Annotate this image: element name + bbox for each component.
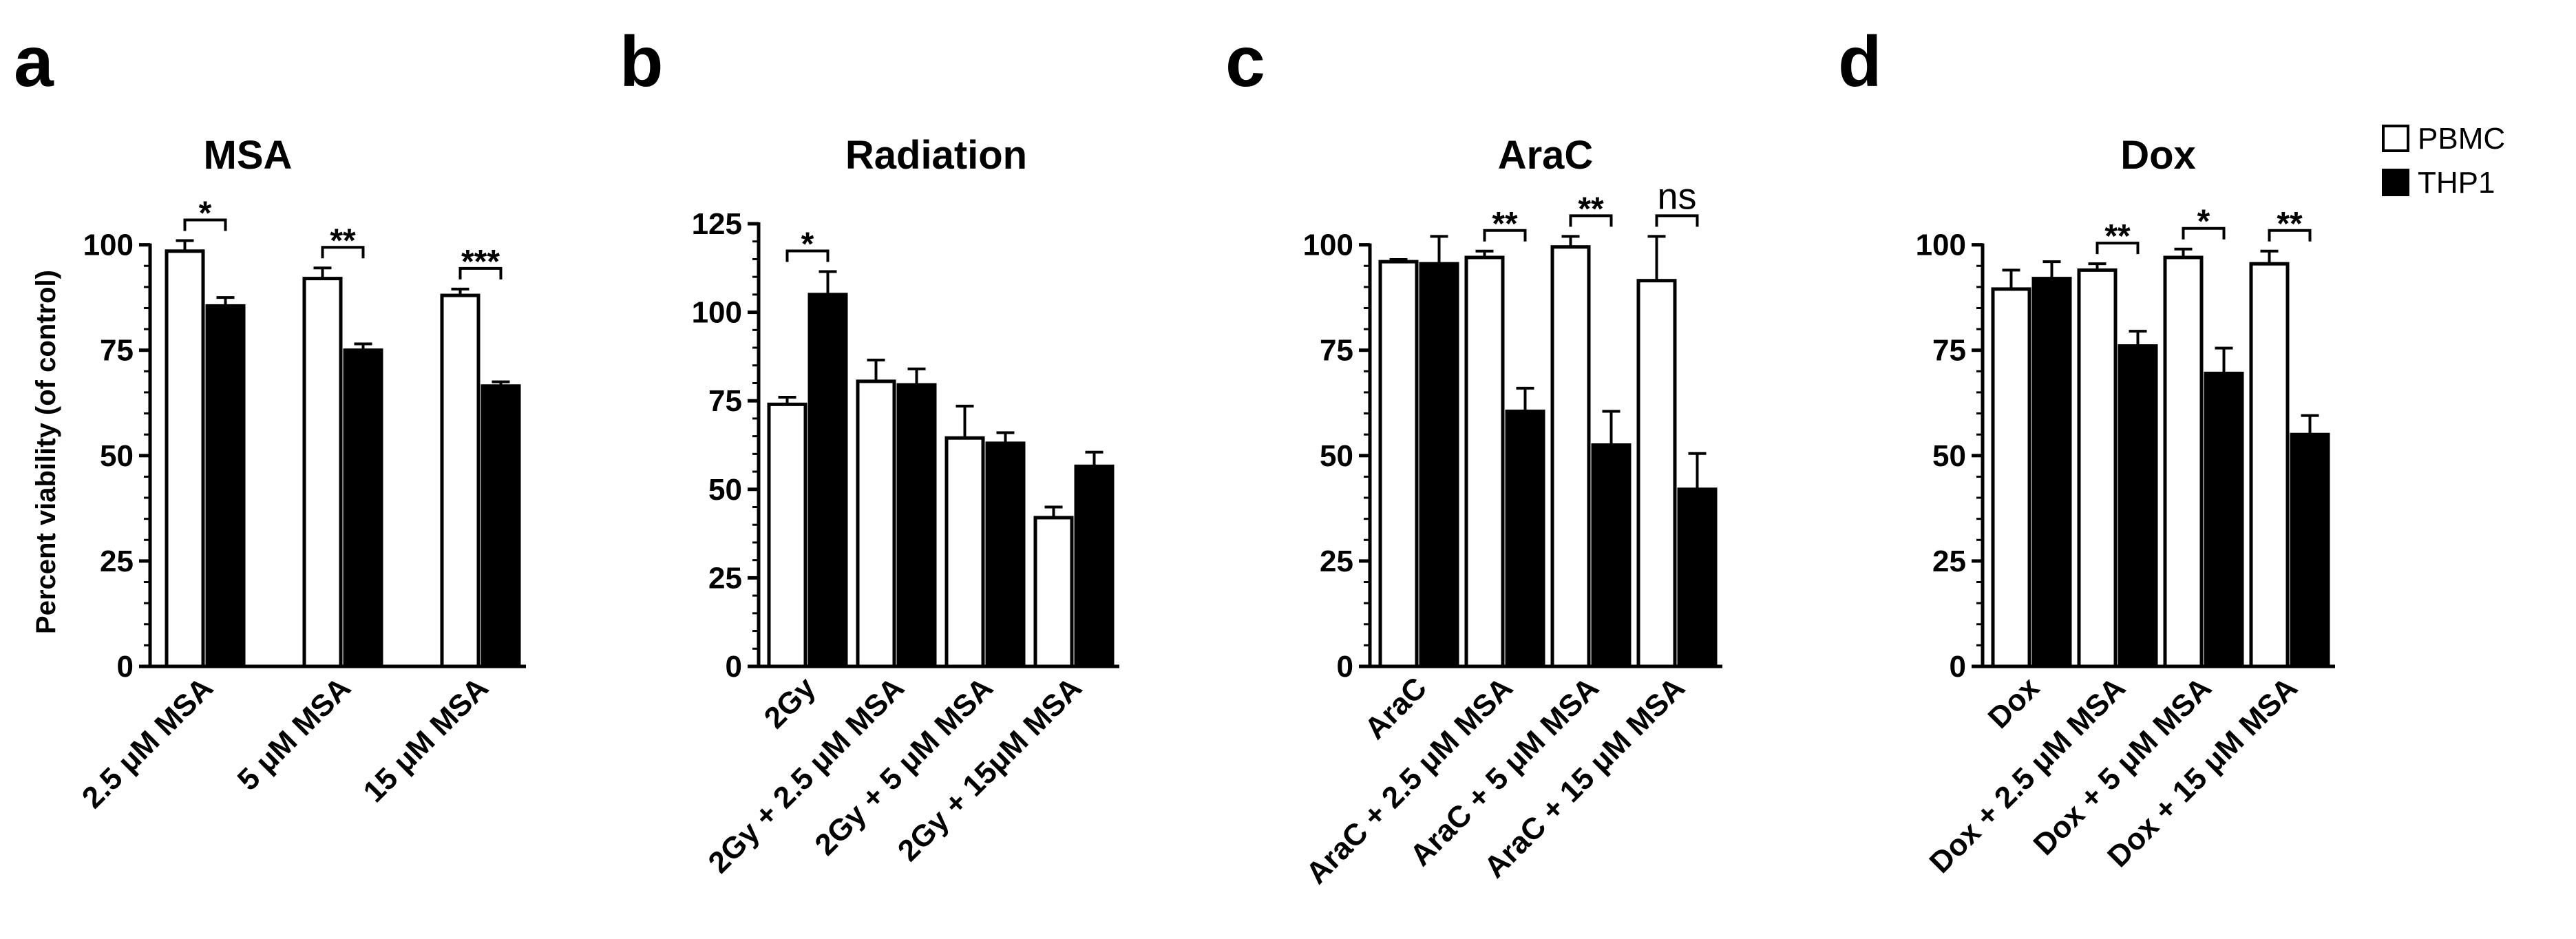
y-tick-label: 100: [692, 296, 742, 330]
category-label: 15 μM MSA: [357, 671, 495, 809]
category-label: 2.5 μM MSA: [76, 671, 220, 814]
chart-title: Dox: [2120, 133, 2196, 178]
chart-title: AraC: [1498, 133, 1594, 178]
bar-thp1: [1591, 443, 1632, 668]
bar-pbmc: [944, 436, 985, 668]
chart-title: MSA: [204, 133, 293, 178]
y-tick-label: 100: [83, 229, 134, 262]
significance-label: **: [1492, 206, 1518, 242]
category-label: 5 μM MSA: [231, 671, 357, 796]
significance-bracket: [2182, 226, 2226, 240]
panel-letter: c: [1225, 22, 1265, 102]
bar-thp1: [1505, 410, 1545, 668]
bar-pbmc: [856, 379, 896, 668]
significance-label: *: [801, 226, 814, 262]
y-tick-label: 0: [1950, 650, 1966, 684]
bar-thp1: [2118, 344, 2158, 668]
bar-thp1: [2031, 277, 2072, 668]
significance-bracket: [458, 266, 503, 279]
y-tick-label: 0: [1337, 650, 1353, 684]
y-tick-label: 125: [692, 207, 742, 241]
significance-bracket: [785, 249, 830, 262]
y-tick-label: 75: [100, 334, 134, 368]
y-axis-label: Percent viability (of control): [31, 270, 61, 634]
bar-thp1: [481, 384, 521, 668]
significance-bracket: [321, 246, 365, 259]
legend-swatch-pbmc: [2382, 125, 2409, 152]
bar-pbmc: [302, 277, 343, 668]
bar-thp1: [896, 383, 937, 668]
significance-label: **: [1578, 191, 1604, 227]
bar-pbmc: [1636, 279, 1677, 668]
bar-pbmc: [1464, 255, 1505, 668]
bar-pbmc: [767, 402, 807, 668]
legend-label-pbmc: PBMC: [2418, 122, 2505, 156]
significance-label: *: [2197, 204, 2210, 240]
significance-label: **: [2277, 206, 2303, 242]
significance-bracket: [2095, 242, 2140, 255]
category-label: AraC: [1358, 671, 1433, 746]
bar-thp1: [1074, 464, 1115, 668]
y-tick-label: 25: [1320, 545, 1353, 578]
bar-pbmc: [1550, 245, 1591, 668]
legend-label-thp1: THP1: [2418, 166, 2495, 200]
chart-title: Radiation: [845, 133, 1027, 178]
y-tick-label: 75: [1932, 334, 1966, 368]
bar-thp1: [2204, 371, 2244, 668]
bar-pbmc: [2249, 262, 2290, 668]
panel-letter: b: [620, 22, 664, 102]
significance-bracket: [1483, 229, 1527, 242]
y-tick-label: 50: [100, 439, 134, 473]
bar-pbmc: [1991, 287, 2031, 668]
y-tick-label: 75: [708, 384, 742, 418]
y-tick-label: 0: [117, 650, 134, 684]
y-tick-label: 50: [1320, 439, 1353, 473]
significance-bracket: [183, 218, 227, 231]
y-tick-label: 0: [726, 650, 742, 684]
y-tick-label: 25: [1932, 545, 1966, 578]
chart-panels: a MSA 0 25 50 75 100 Percent viability (of cont…: [14, 22, 2335, 891]
significance-label: ***: [461, 244, 500, 280]
bar-pbmc: [2077, 268, 2118, 668]
bar-thp1: [1677, 487, 1718, 668]
y-tick-label: 100: [1916, 229, 1966, 262]
y-tick-label: 50: [708, 473, 742, 507]
significance-label: *: [199, 195, 212, 231]
significance-bracket: [1655, 214, 1699, 227]
bar-pbmc: [2163, 255, 2204, 668]
significance-bracket: [2268, 229, 2312, 242]
bar-thp1: [343, 348, 383, 668]
legend: PBMC THP1: [2382, 122, 2505, 200]
category-label: Dox: [1982, 671, 2047, 735]
panel-letter: d: [1838, 22, 1882, 102]
bar-pbmc: [1378, 260, 1419, 668]
bar-thp1: [1419, 262, 1459, 668]
y-tick-label: 25: [708, 561, 742, 595]
legend-swatch-thp1: [2382, 169, 2409, 196]
bar-thp1: [205, 304, 246, 668]
significance-bracket: [1569, 214, 1613, 227]
panel-a: a MSA 0 25 50 75 100 Percent viability (of cont…: [14, 22, 526, 815]
bar-thp1: [985, 441, 1026, 668]
y-tick-label: 50: [1932, 439, 1966, 473]
significance-label: ns: [1657, 176, 1696, 217]
significance-label: **: [2104, 218, 2131, 255]
bar-pbmc: [1033, 516, 1074, 668]
y-tick-label: 100: [1303, 229, 1353, 262]
significance-label: **: [330, 222, 356, 259]
category-label: 2Gy: [758, 671, 823, 735]
bar-pbmc: [440, 293, 481, 668]
bar-thp1: [2290, 432, 2330, 668]
bar-thp1: [807, 293, 848, 668]
y-tick-label: 25: [100, 545, 134, 578]
panel-letter: a: [14, 22, 54, 102]
y-tick-label: 75: [1320, 334, 1353, 368]
bar-pbmc: [165, 249, 205, 668]
